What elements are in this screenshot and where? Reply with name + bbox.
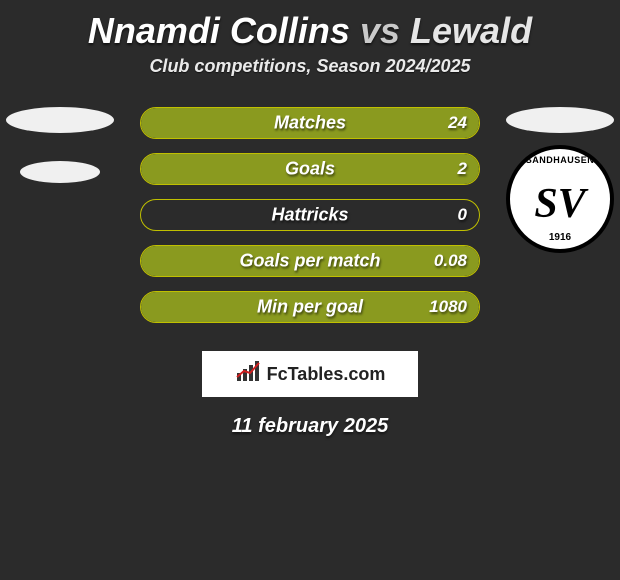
stat-value-right: 1080 [429,297,467,317]
badge-initials: SV [534,188,585,220]
stat-value-right: 0.08 [434,251,467,271]
stat-value-right: 2 [458,159,467,179]
stat-value-right: 0 [458,205,467,225]
placeholder-ellipse-icon [20,161,100,183]
placeholder-ellipse-icon [506,107,614,133]
badge-year: 1916 [549,232,571,243]
stat-label: Min per goal [257,297,363,318]
placeholder-ellipse-icon [6,107,114,133]
stats-area: SANDHAUSEN SV 1916 Matches 24 Goals 2 Hattri… [0,107,620,323]
player2-logo-box: SANDHAUSEN SV 1916 [506,107,614,253]
date-line: 11 february 2025 [0,415,620,438]
stat-value-right: 24 [448,113,467,133]
brand-chart-icon [235,361,261,388]
stat-label: Goals per match [239,251,380,272]
stat-label: Hattricks [271,205,348,226]
brand-box[interactable]: FcTables.com [202,351,418,397]
comparison-card: Nnamdi Collins vs Lewald Club competitio… [0,0,620,580]
stat-bars: Matches 24 Goals 2 Hattricks 0 Goals per match… [140,107,480,323]
title-vs: vs [360,10,400,51]
brand-text: FcTables.com [267,364,386,385]
title-player2: Lewald [410,10,532,51]
player1-logo-box [6,107,114,211]
title-player1: Nnamdi Collins [88,10,350,51]
stat-label: Goals [285,159,335,180]
stat-row: Min per goal 1080 [140,291,480,323]
stat-row: Goals per match 0.08 [140,245,480,277]
stat-row: Hattricks 0 [140,199,480,231]
subtitle: Club competitions, Season 2024/2025 [0,56,620,77]
stat-row: Matches 24 [140,107,480,139]
club-badge-icon: SANDHAUSEN SV 1916 [506,145,614,253]
stat-row: Goals 2 [140,153,480,185]
stat-label: Matches [274,113,346,134]
title: Nnamdi Collins vs Lewald [0,0,620,56]
badge-arc-text: SANDHAUSEN [526,155,595,165]
